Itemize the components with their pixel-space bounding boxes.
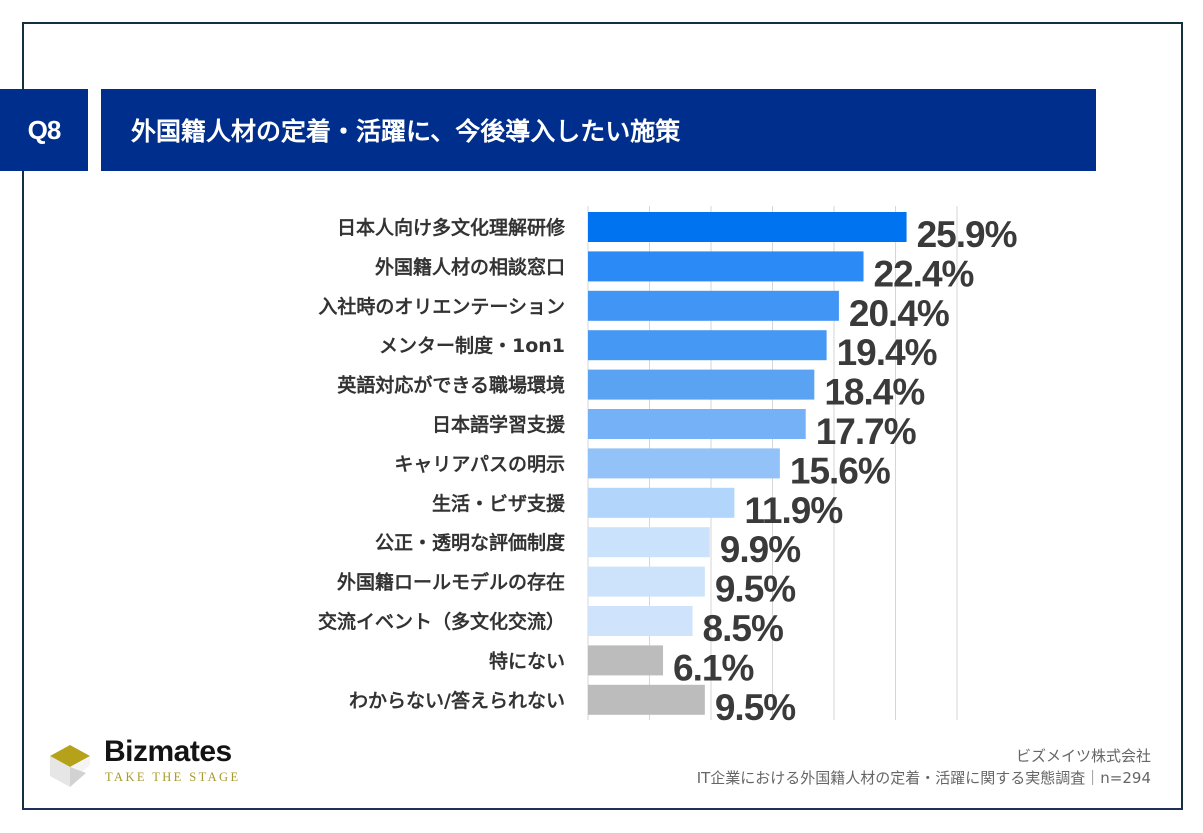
category-label: わからない/答えられない bbox=[349, 689, 565, 712]
credit-block: ビズメイツ株式会社 IT企業における外国籍人材の定着・活躍に関する実態調査｜n=… bbox=[697, 745, 1151, 789]
bar bbox=[588, 487, 735, 518]
value-label: 15.6% bbox=[790, 450, 890, 491]
category-label: メンター制度・1on1 bbox=[379, 334, 565, 357]
value-label: 9.5% bbox=[715, 687, 795, 728]
bar bbox=[588, 330, 827, 361]
company-name: ビズメイツ株式会社 bbox=[1015, 747, 1151, 765]
category-label: 生活・ビザ支援 bbox=[432, 492, 566, 515]
bar bbox=[588, 290, 839, 321]
bar bbox=[588, 251, 864, 282]
bar bbox=[588, 527, 710, 558]
bar bbox=[588, 645, 664, 676]
value-label: 20.4% bbox=[849, 293, 949, 334]
value-label: 9.5% bbox=[715, 569, 795, 610]
page-frame bbox=[22, 22, 1183, 810]
category-label: キャリアパスの明示 bbox=[394, 453, 565, 475]
survey-source: IT企業における外国籍人材の定着・活躍に関する実態調査｜n=294 bbox=[696, 769, 1151, 787]
category-label: 英語対応ができる職場環境 bbox=[337, 374, 565, 397]
bizmates-logo-icon bbox=[50, 745, 90, 787]
value-label: 8.5% bbox=[703, 608, 783, 649]
bar bbox=[588, 369, 815, 400]
category-label: 外国籍ロールモデルの存在 bbox=[337, 571, 565, 594]
bar bbox=[588, 212, 907, 242]
category-labels: 日本人向け多文化理解研修外国籍人材の相談窓口入社時のオリエンテーションメンター制… bbox=[318, 216, 566, 712]
bars bbox=[588, 212, 907, 715]
category-label: 外国籍人材の相談窓口 bbox=[375, 255, 565, 278]
value-label: 11.9% bbox=[744, 490, 842, 531]
value-labels: 25.9%22.4%20.4%19.4%18.4%17.7%15.6%11.9%… bbox=[673, 214, 1018, 728]
category-label: 交流イベント（多文化交流） bbox=[318, 610, 565, 633]
title-bar: 外国籍人材の定着・活躍に、今後導入したい施策 bbox=[101, 89, 1096, 171]
logo-tagline: TAKE THE STAGE bbox=[105, 770, 241, 784]
category-label: 入社時のオリエンテーション bbox=[318, 295, 565, 318]
bar bbox=[588, 684, 705, 715]
category-label: 特にない bbox=[489, 650, 565, 672]
logo-name: Bizmates bbox=[104, 735, 232, 768]
bar bbox=[588, 409, 806, 439]
bar bbox=[588, 566, 705, 597]
category-label: 日本語学習支援 bbox=[432, 413, 566, 436]
bar bbox=[588, 606, 693, 636]
value-label: 22.4% bbox=[874, 253, 974, 294]
value-label: 9.9% bbox=[720, 529, 800, 570]
value-label: 18.4% bbox=[824, 372, 924, 413]
category-label: 公正・透明な評価制度 bbox=[375, 531, 566, 554]
value-label: 19.4% bbox=[837, 332, 937, 373]
bar bbox=[588, 448, 780, 479]
chart-title: 外国籍人材の定着・活躍に、今後導入したい施策 bbox=[131, 117, 681, 146]
question-number-badge: Q8 bbox=[0, 89, 88, 171]
value-label: 17.7% bbox=[816, 411, 916, 452]
question-number: Q8 bbox=[27, 114, 62, 145]
category-label: 日本人向け多文化理解研修 bbox=[337, 216, 566, 239]
value-label: 25.9% bbox=[917, 214, 1017, 255]
value-label: 6.1% bbox=[673, 647, 753, 688]
